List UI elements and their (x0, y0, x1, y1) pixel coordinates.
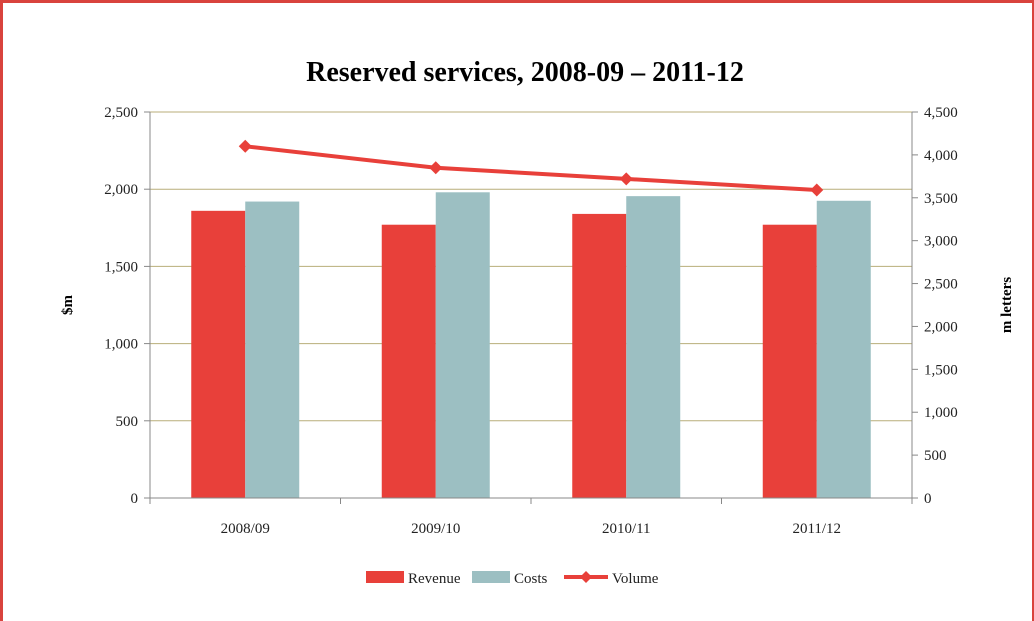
right-tick-label: 3,500 (924, 191, 958, 207)
volume-marker (238, 139, 252, 153)
right-tick-label: 1,500 (924, 362, 958, 378)
category-label: 2010/11 (602, 521, 651, 537)
revenue-bar (191, 210, 246, 499)
revenue-bar (381, 224, 436, 498)
category-label: 2011/12 (792, 521, 841, 537)
legend-label: Volume (612, 571, 659, 587)
category-label: 2009/10 (411, 521, 460, 537)
right-tick-label: 2,000 (924, 319, 958, 335)
revenue-bar (762, 224, 817, 498)
legend-label: Revenue (408, 571, 461, 587)
chart-title: Reserved services, 2008-09 – 2011-12 (306, 57, 744, 88)
right-axis-title: m letters (999, 277, 1015, 333)
volume-line-path (245, 144, 817, 193)
left-axis-ticks: 0 500 1,000 1,500 2,000 2,500 (104, 105, 138, 507)
revenue-bar (572, 213, 627, 499)
legend: Revenue Costs Volume (366, 571, 659, 587)
left-tick-label: 0 (131, 491, 139, 507)
bars (191, 192, 871, 499)
legend-swatch-costs (472, 571, 510, 583)
costs-bar (435, 192, 490, 498)
right-tick-label: 1,000 (924, 405, 958, 421)
legend-label: Costs (514, 571, 548, 587)
right-tick-label: 0 (924, 491, 932, 507)
right-tick-label: 3,000 (924, 234, 958, 250)
right-tick-label: 500 (924, 448, 947, 464)
legend-swatch-revenue (366, 571, 404, 583)
right-tick-label: 2,500 (924, 277, 958, 293)
left-tick-label: 2,000 (104, 182, 138, 198)
left-axis-title: $m (60, 295, 76, 316)
right-tick-label: 4,500 (924, 105, 958, 121)
legend-marker (580, 571, 592, 583)
left-tick-label: 1,000 (104, 337, 138, 353)
left-tick-label: 1,500 (104, 259, 138, 275)
category-axis-labels: 2008/09 2009/10 2010/11 2011/12 (221, 521, 841, 537)
legend-item-costs: Costs (472, 571, 548, 587)
left-tick-label: 500 (116, 414, 139, 430)
right-tick-label: 4,000 (924, 148, 958, 164)
left-tick-label: 2,500 (104, 105, 138, 121)
costs-bar (626, 196, 681, 498)
legend-item-volume: Volume (564, 571, 659, 587)
axes (144, 111, 918, 504)
volume-marker (429, 161, 443, 175)
costs-bar (245, 201, 300, 498)
costs-bar (816, 200, 871, 498)
volume-marker (810, 183, 824, 197)
category-label: 2008/09 (221, 521, 270, 537)
legend-item-revenue: Revenue (366, 571, 461, 587)
volume-marker (619, 172, 633, 186)
volume-line (238, 139, 824, 197)
right-axis-ticks: 0 500 1,000 1,500 2,000 2,500 3,000 3,500 4,000 4… (924, 105, 958, 507)
